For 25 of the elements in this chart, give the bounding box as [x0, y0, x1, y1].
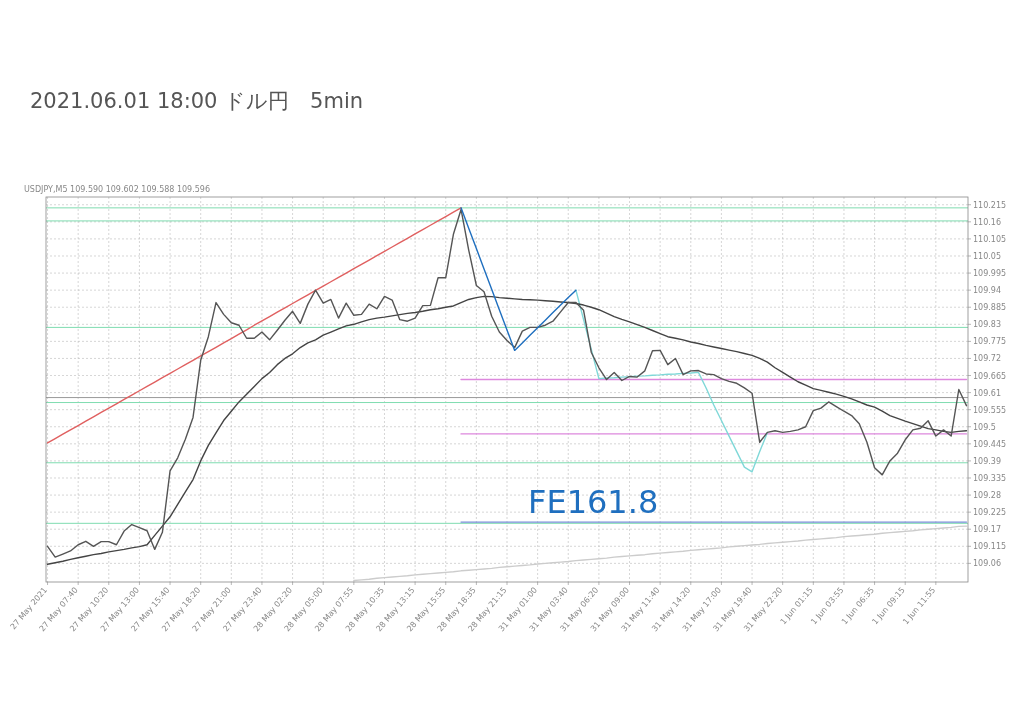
- text: USDJPY,M5 109.590 109.602 109.588 109.596: [24, 185, 211, 194]
- y-tick-label: 110.105: [973, 234, 1007, 244]
- y-tick-label: 109.94: [973, 286, 1001, 296]
- y-tick-label: 109.445: [973, 439, 1007, 449]
- y-tick-label: 109.5: [973, 422, 996, 432]
- y-tick-label: 110.05: [973, 251, 1001, 261]
- y-tick-label: 109.335: [973, 473, 1007, 483]
- chart-title: 2021.06.01 18:00 ドル円 5min: [30, 89, 364, 113]
- y-tick-label: 109.225: [973, 508, 1007, 518]
- y-tick-label: 109.39: [973, 456, 1001, 466]
- y-tick-label: 109.83: [973, 320, 1001, 330]
- y-tick-label: 110.16: [973, 217, 1001, 227]
- y-tick-label: 109.17: [973, 525, 1001, 535]
- y-tick-label: 110.215: [973, 200, 1007, 210]
- y-tick-label: 109.885: [973, 303, 1007, 313]
- y-tick-label: 109.115: [973, 542, 1007, 552]
- y-tick-label: 109.555: [973, 405, 1007, 415]
- annotation: FE161.8: [528, 483, 659, 521]
- y-tick-label: 109.665: [973, 371, 1007, 381]
- y-tick-label: 109.61: [973, 388, 1001, 398]
- y-tick-label: 109.995: [973, 269, 1007, 279]
- y-tick-label: 109.06: [973, 559, 1001, 569]
- y-tick-label: 109.72: [973, 354, 1001, 364]
- y-tick-label: 109.775: [973, 337, 1007, 347]
- y-tick-label: 109.28: [973, 491, 1001, 501]
